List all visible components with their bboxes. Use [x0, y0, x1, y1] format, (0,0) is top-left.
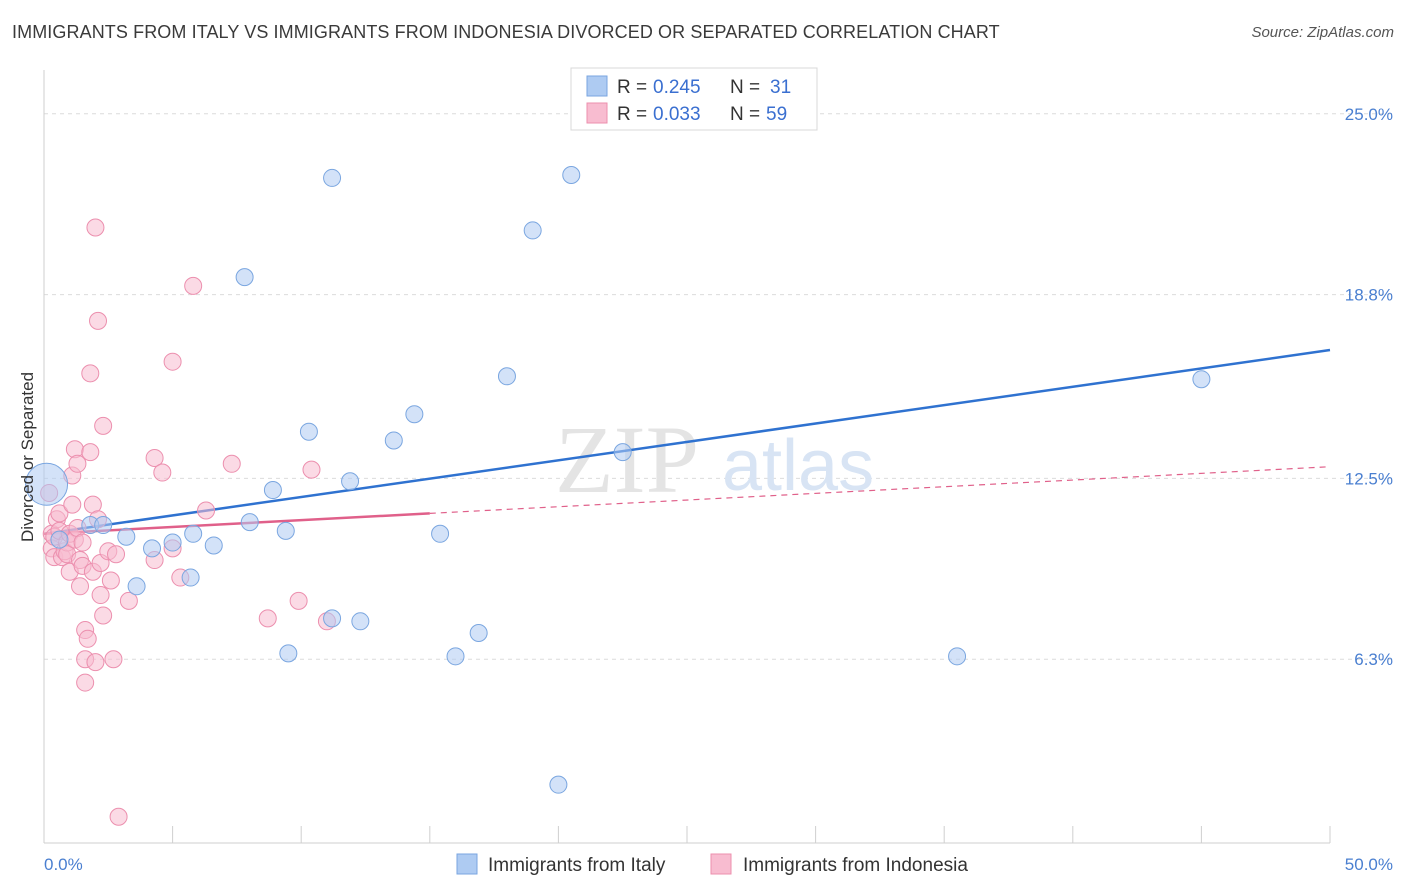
chart-title: IMMIGRANTS FROM ITALY VS IMMIGRANTS FROM… — [12, 22, 1000, 42]
italy-point — [1192, 370, 1211, 389]
indonesia-point — [94, 606, 113, 625]
italy-point — [276, 521, 295, 540]
italy-point — [279, 644, 298, 663]
indonesia-point — [63, 495, 82, 514]
indonesia-points — [40, 218, 336, 826]
indonesia-trend-extension — [429, 466, 1331, 514]
italy-point — [181, 568, 200, 587]
italy-point — [143, 539, 162, 558]
italy-point — [184, 524, 203, 543]
italy-point — [549, 775, 568, 794]
indonesia-point — [101, 571, 120, 590]
italy-point — [469, 623, 488, 642]
indonesia-point — [81, 443, 100, 462]
italy-point — [431, 524, 450, 543]
legend-bottom-indonesia-label: Immigrants from Indonesia — [743, 855, 968, 876]
italy-point — [351, 612, 370, 631]
y-tick-label: 6.3% — [1354, 650, 1393, 669]
indonesia-point — [94, 416, 113, 435]
legend-indonesia-n-value: 59 — [766, 104, 787, 125]
legend-italy-r-value: 0.245 — [653, 77, 701, 98]
indonesia-point — [109, 807, 128, 826]
indonesia-point — [76, 673, 95, 692]
axes — [43, 70, 1331, 844]
indonesia-point — [50, 504, 69, 523]
legend-italy-swatch — [586, 75, 608, 97]
legend-indonesia-swatch — [586, 102, 608, 124]
indonesia-point — [145, 448, 164, 467]
italy-point — [341, 472, 360, 491]
indonesia-point — [197, 501, 216, 520]
y-tick-labels: 6.3% 12.5% 18.8% 25.0% — [1345, 105, 1393, 669]
indonesia-point — [86, 218, 105, 237]
italy-point — [323, 168, 342, 187]
indonesia-point — [119, 591, 138, 610]
indonesia-point — [184, 276, 203, 295]
italy-points — [25, 166, 1211, 794]
italy-point — [384, 431, 403, 450]
italy-point — [613, 443, 632, 462]
italy-point — [94, 516, 113, 535]
indonesia-point — [91, 586, 110, 605]
italy-point — [299, 422, 318, 441]
italy-point — [523, 221, 542, 240]
italy-point — [446, 647, 465, 666]
legend-indonesia-r-value: 0.033 — [653, 104, 701, 125]
series-legend: Immigrants from Italy Immigrants from In… — [456, 853, 968, 876]
watermark-atlas: atlas — [722, 426, 874, 506]
italy-point — [163, 533, 182, 552]
indonesia-point — [86, 653, 105, 672]
italy-point — [127, 577, 146, 596]
y-axis-label: Divorced or Separated — [18, 372, 37, 542]
indonesia-point — [302, 460, 321, 479]
indonesia-point — [81, 364, 100, 383]
indonesia-point — [78, 629, 97, 648]
correlation-legend: R = 0.245 N = 31 R = 0.033 N = 59 — [570, 67, 818, 131]
indonesia-point — [222, 454, 241, 473]
x-tick-label: 0.0% — [44, 855, 83, 874]
indonesia-point — [68, 454, 87, 473]
italy-trend-line — [43, 348, 1331, 536]
source-credit: Source: ZipAtlas.com — [1251, 24, 1394, 41]
legend-indonesia-r-label: R = — [617, 104, 647, 125]
indonesia-point — [71, 577, 90, 596]
x-tick-labels: 0.0% 50.0% — [44, 855, 1393, 874]
y-tick-label: 25.0% — [1345, 105, 1393, 124]
italy-point — [235, 268, 254, 287]
legend-italy-n-label: N = — [730, 77, 760, 98]
italy-point — [948, 647, 967, 666]
italy-point — [25, 462, 69, 506]
italy-point — [50, 530, 69, 549]
indonesia-point — [104, 650, 123, 669]
italy-point — [562, 166, 581, 185]
legend-bottom-italy-swatch — [456, 853, 478, 875]
italy-point — [405, 405, 424, 424]
legend-indonesia-n-label: N = — [730, 104, 760, 125]
indonesia-point — [153, 463, 172, 482]
legend-italy-r-label: R = — [617, 77, 647, 98]
italy-point — [240, 513, 259, 532]
gridlines — [44, 113, 1392, 660]
indonesia-point — [65, 440, 84, 459]
italy-point — [497, 367, 516, 386]
italy-point — [117, 527, 136, 546]
indonesia-point — [289, 591, 308, 610]
legend-bottom-indonesia-swatch — [710, 853, 732, 875]
legend-bottom-italy-label: Immigrants from Italy — [488, 855, 666, 876]
italy-point — [323, 609, 342, 628]
y-tick-label: 12.5% — [1345, 469, 1393, 488]
italy-point — [263, 481, 282, 500]
indonesia-point — [163, 352, 182, 371]
y-tick-label: 18.8% — [1345, 286, 1393, 305]
legend-italy-n-value: 31 — [770, 77, 791, 98]
x-tick-label: 50.0% — [1345, 855, 1393, 874]
indonesia-point — [107, 545, 126, 564]
indonesia-point — [89, 311, 108, 330]
indonesia-point — [258, 609, 277, 628]
indonesia-point — [73, 533, 92, 552]
italy-point — [204, 536, 223, 555]
